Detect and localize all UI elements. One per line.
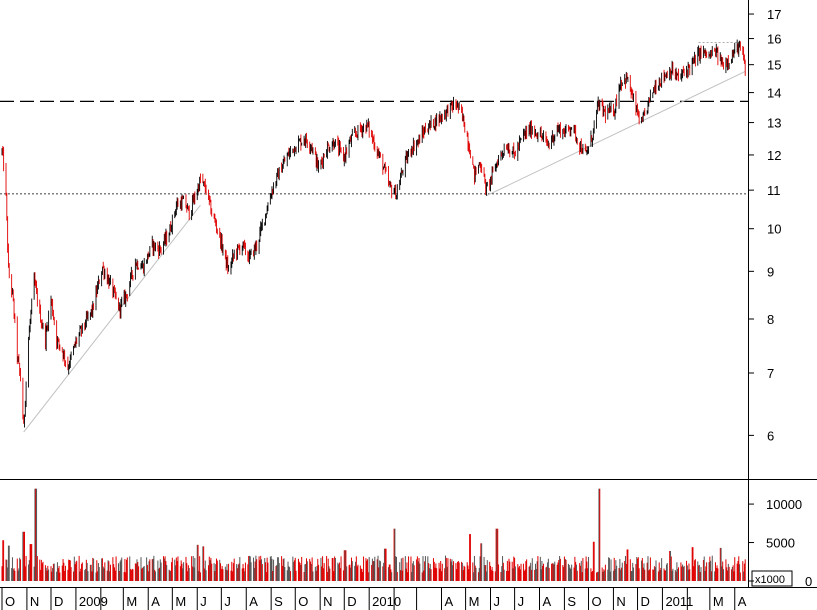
time-label-11: O (298, 594, 308, 609)
volume-tick-label-5000: 5000 (766, 536, 795, 551)
time-label-17: J (494, 594, 501, 609)
volume-tick-label-10000: 10000 (766, 497, 802, 512)
price-candles (1, 39, 746, 428)
time-label-18: J (518, 594, 525, 609)
price-axis: 6 7 8 9 10 11 12 13 14 15 16 17 (748, 7, 781, 443)
trendlines (23, 71, 746, 433)
time-label-4: M (126, 594, 137, 609)
price-tick-label-17: 17 (767, 7, 781, 22)
price-panel: 6 7 8 9 10 11 12 13 14 15 16 17 (0, 7, 781, 443)
time-label-26: A (738, 594, 747, 609)
volume-panel: x1000 0 5000 10000 (1, 488, 812, 589)
time-label-1: N (30, 594, 39, 609)
time-label-21: O (592, 594, 602, 609)
time-label-9: A (249, 594, 258, 609)
price-tick-label-13: 13 (767, 116, 781, 131)
volume-unit-box (751, 570, 793, 587)
price-tick-label-7: 7 (767, 366, 774, 381)
price-tick-label-12: 12 (767, 148, 781, 163)
time-label-15: A (444, 594, 453, 609)
time-label-19: A (543, 594, 552, 609)
time-label-16: M (469, 594, 480, 609)
price-grid-levels (0, 41, 748, 195)
time-label-2: D (54, 594, 63, 609)
time-label-10: S (274, 594, 283, 609)
time-label-12: N (323, 594, 332, 609)
frame (0, 0, 817, 588)
time-label-5: A (151, 594, 160, 609)
time-label-14: 2010 (372, 594, 401, 609)
time-label-23: D (641, 594, 650, 609)
trendline-0 (23, 204, 201, 433)
price-tick-label-9: 9 (767, 264, 774, 279)
time-label-6: M (175, 594, 186, 609)
time-axis: O N D 2009 M A M J J A S O N D 2010 A M J J A S O N D 2011 M A (1, 587, 747, 610)
price-tick-label-10: 10 (767, 222, 781, 237)
price-tick-label-11: 11 (767, 183, 781, 198)
time-label-22: N (616, 594, 625, 609)
time-label-20: S (567, 594, 576, 609)
price-tick-label-14: 14 (767, 86, 781, 101)
time-label-0: O (5, 594, 15, 609)
volume-unit-label: x1000 (755, 574, 785, 586)
time-label-24: 2011 (665, 594, 693, 609)
time-label-25: M (713, 594, 724, 609)
price-tick-label-6: 6 (767, 428, 774, 443)
volume-tick-label-0: 0 (805, 574, 812, 589)
time-label-8: J (224, 594, 231, 609)
volume-axis: x1000 0 5000 10000 (748, 497, 812, 589)
time-label-7: J (200, 594, 207, 609)
trendline-1 (486, 71, 746, 197)
price-tick-label-8: 8 (767, 312, 774, 327)
time-label-3: 2009 (79, 594, 108, 609)
price-tick-label-15: 15 (767, 58, 781, 73)
price-tick-label-16: 16 (767, 32, 781, 47)
time-label-13: D (347, 594, 356, 609)
volume-bars (1, 488, 746, 581)
